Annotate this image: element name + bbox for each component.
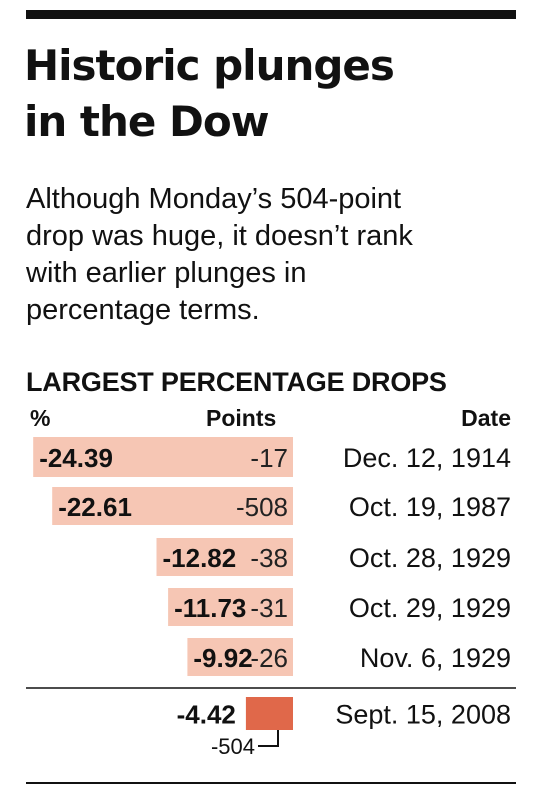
bar-4	[168, 588, 293, 626]
deck-line-3: with earlier plunges in	[26, 257, 307, 289]
points-label-5: -26	[250, 643, 288, 673]
bottom-rule	[26, 782, 516, 784]
headline-line-2: in the Dow	[24, 97, 270, 146]
bar-6	[245, 697, 293, 730]
bar-5	[187, 638, 293, 676]
percent-label-2: -22.61	[58, 492, 132, 522]
headline: Historic plunges in the Dow	[24, 38, 524, 150]
date-label-3: Oct. 28, 1929	[349, 543, 511, 573]
top-rule	[26, 10, 516, 19]
deck-line-2: drop was huge, it doesn’t rank	[26, 220, 413, 252]
date-label-2: Oct. 19, 1987	[349, 492, 511, 522]
percent-label-4: -11.73	[174, 593, 246, 623]
percent-label-5: -9.92	[193, 643, 252, 673]
points-leader-line	[258, 730, 279, 747]
date-label-1: Dec. 12, 1914	[343, 443, 511, 473]
headline-line-1: Historic plunges	[24, 41, 395, 90]
bar-3	[156, 538, 293, 576]
bar-2	[52, 487, 294, 525]
column-header-points: Points	[206, 405, 277, 431]
column-header-date: Date	[461, 405, 511, 431]
column-header-percent: %	[30, 405, 51, 431]
points-label-1: -17	[250, 443, 288, 473]
points-label-2: -508	[236, 492, 288, 522]
percent-label-3: -12.82	[163, 543, 237, 573]
deck-line-1: Although Monday’s 504-point	[26, 183, 402, 215]
percent-label-6: -4.42	[177, 700, 236, 730]
points-label-6: -504	[211, 734, 255, 759]
deck-text: Although Monday’s 504-point drop was hug…	[26, 181, 522, 329]
date-label-5: Nov. 6, 1929	[360, 643, 511, 673]
bar-1	[33, 437, 293, 477]
points-label-4: -31	[250, 593, 288, 623]
table-subhead: LARGEST PERCENTAGE DROPS	[26, 367, 447, 397]
date-label-4: Oct. 29, 1929	[349, 593, 511, 623]
date-label-6: Sept. 15, 2008	[335, 700, 511, 730]
deck-line-4: percentage terms.	[26, 294, 260, 326]
percent-label-1: -24.39	[39, 443, 113, 473]
points-label-3: -38	[250, 543, 288, 573]
